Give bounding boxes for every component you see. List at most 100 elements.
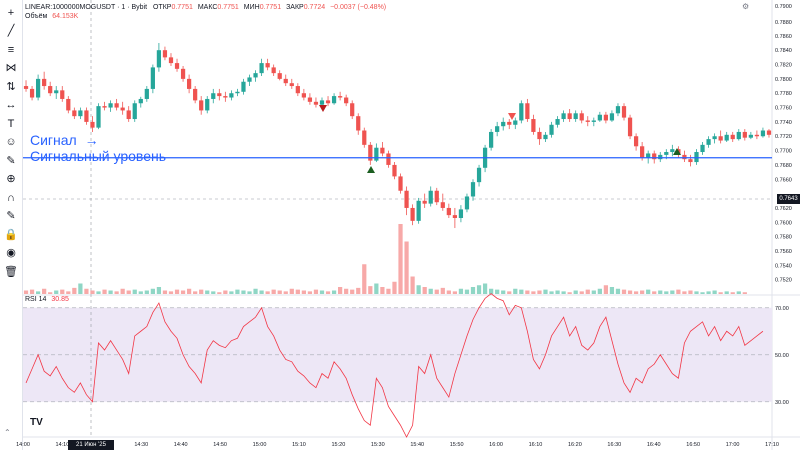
candle-body <box>748 134 753 138</box>
volume-bar <box>440 287 445 294</box>
candle-body <box>174 63 180 69</box>
volume-bar <box>29 289 35 294</box>
candle-body <box>241 81 246 92</box>
volume-bar <box>42 288 47 294</box>
candle-body <box>652 153 657 160</box>
time-tick-label: 14:10 <box>56 442 70 448</box>
candle-body <box>452 215 457 218</box>
volume-bar <box>362 264 367 294</box>
time-tick-label: 16:40 <box>647 442 661 448</box>
volume-bar <box>428 288 433 294</box>
volume-bar <box>579 291 584 294</box>
price-tick-label: 0.7900 <box>775 4 792 10</box>
volume-bar <box>96 291 101 294</box>
candle-body <box>615 106 621 114</box>
candle-body <box>319 100 325 105</box>
trash-icon[interactable]: 🗑 <box>4 265 18 278</box>
volume-bar <box>138 291 143 294</box>
candle-body <box>464 196 470 210</box>
volume-bar <box>446 290 451 294</box>
chart-canvas[interactable]: 0.7860 0.7840 0.7820 0.7800 0.7780 0.7760 0.77… <box>0 0 800 450</box>
candle-body <box>392 164 397 177</box>
volume-bar <box>410 276 415 294</box>
volume-bar <box>700 292 705 294</box>
volume-bar <box>295 289 300 294</box>
volume-bar <box>102 289 107 294</box>
collapse-toolbar-icon[interactable]: ⌃ <box>4 428 11 437</box>
price-tick-label: 0.7720 <box>775 134 792 140</box>
volume-bar <box>646 289 651 294</box>
candle-body <box>682 154 687 160</box>
price-tick-label: 0.7560 <box>775 249 792 255</box>
candle-body <box>585 120 590 122</box>
candle-body <box>718 136 723 141</box>
candle-body <box>72 110 77 117</box>
volume-bar <box>120 288 125 294</box>
magnet-icon[interactable]: ∩ <box>7 191 15 204</box>
candle-body <box>144 88 149 99</box>
rsi-legend: RSI 14 30.85 <box>25 296 69 303</box>
candle-body <box>609 113 615 121</box>
volume-bar <box>416 285 421 294</box>
crosshair-date-tag: 21 Июн '25 14:17 <box>68 440 114 458</box>
candle-body <box>640 146 645 158</box>
zoom-icon[interactable]: ⊕ <box>6 173 16 185</box>
pattern-icon[interactable]: ⋈ <box>5 62 17 74</box>
candle-body <box>476 167 482 183</box>
low-value: 0.7751 <box>259 4 282 11</box>
volume-bar <box>658 290 663 294</box>
trend-line-icon[interactable]: ╱ <box>7 25 15 37</box>
time-tick-label: 15:20 <box>331 442 345 448</box>
brush-icon[interactable]: ✎ <box>6 154 16 167</box>
emoji-icon[interactable]: ☺ <box>5 136 17 148</box>
text-icon[interactable]: T <box>7 117 15 130</box>
candle-body <box>754 134 760 137</box>
eye-icon[interactable]: ◉ <box>6 247 16 259</box>
volume-bar <box>724 291 729 294</box>
volume-bar <box>271 289 276 294</box>
sell-signal-marker <box>508 113 516 120</box>
crosshair-icon[interactable]: + <box>7 6 15 19</box>
symbol-label[interactable]: LINEAR:1000000MOGUSDT · 1 · Bybit <box>25 4 148 11</box>
signal-annotation[interactable]: Сигнал → <box>30 132 99 148</box>
candle-body <box>338 96 343 98</box>
projection-icon[interactable]: ⇅ <box>6 80 16 93</box>
volume-bar <box>513 288 518 294</box>
lock-icon[interactable]: 🔒 <box>4 228 18 241</box>
candle-body <box>501 121 506 127</box>
candle-body <box>591 120 596 122</box>
tradingview-logo-icon: TV <box>30 417 43 428</box>
candle-body <box>664 152 669 155</box>
volume-bar <box>621 289 627 294</box>
volume-bar <box>283 291 288 294</box>
candle-body <box>621 106 627 118</box>
price-tick-label: 0.7580 <box>775 235 792 241</box>
volume-bar <box>247 291 252 294</box>
candle-body <box>331 96 337 104</box>
settings-icon[interactable]: ⚙ <box>742 2 750 11</box>
candle-body <box>368 144 373 161</box>
volume-bar <box>150 288 155 294</box>
volume-bar <box>344 288 349 294</box>
signal-level-annotation[interactable]: Сигнальный уровень <box>30 148 166 164</box>
volume-bar <box>114 291 119 294</box>
volume-bar <box>464 289 470 294</box>
candle-body <box>573 113 578 120</box>
volume-bar <box>567 292 572 294</box>
current-price-tag: 0.7643 <box>777 194 800 204</box>
lock-drawing-icon[interactable]: ✎ <box>6 210 16 222</box>
price-tick-label: 0.7800 <box>775 77 792 83</box>
volume-bar <box>742 292 747 294</box>
candle-body <box>217 93 222 97</box>
volume-bar <box>682 291 687 294</box>
price-tick-label: 0.7780 <box>775 91 792 97</box>
candle-body <box>271 67 276 74</box>
price-tick-label: 0.7680 <box>775 163 792 169</box>
volume-bar <box>422 287 427 294</box>
volume-bar <box>211 291 216 294</box>
measure-icon[interactable]: ↔ <box>5 99 17 111</box>
volume-bar <box>223 290 228 294</box>
fib-icon[interactable]: ≡ <box>7 43 15 56</box>
candle-body <box>66 98 71 111</box>
volume-bar <box>537 290 542 294</box>
